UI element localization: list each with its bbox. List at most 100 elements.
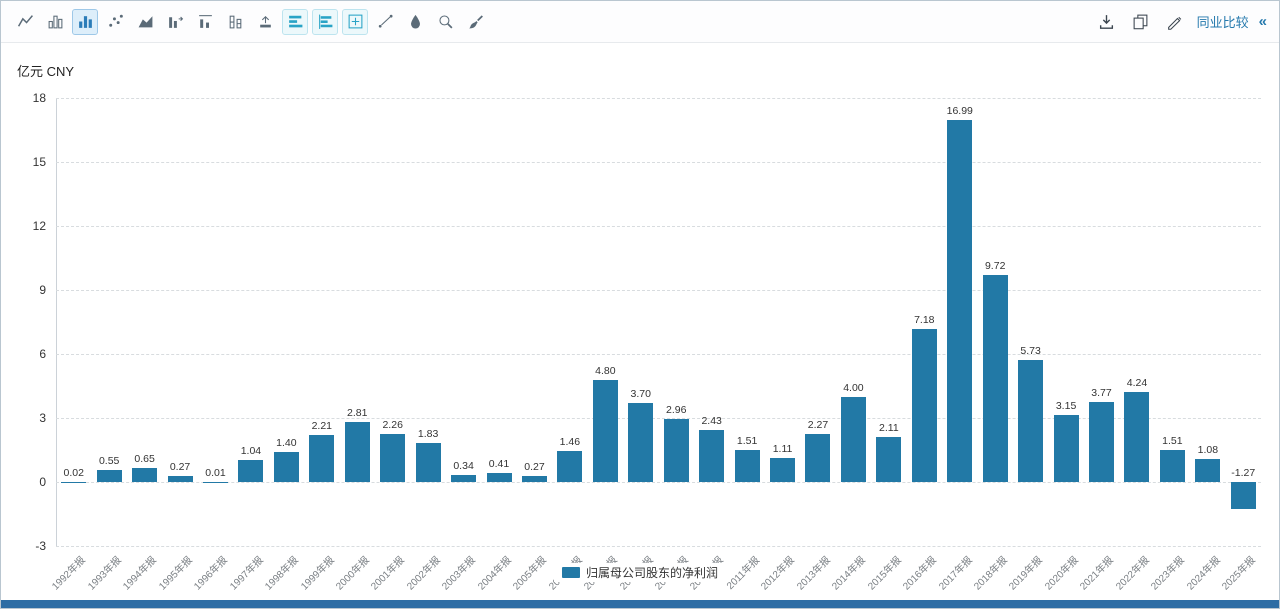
fill-color-icon[interactable] (403, 10, 427, 34)
bar-value-label: 0.65 (134, 453, 155, 466)
bar-2019年报[interactable] (1018, 359, 1044, 482)
y-axis-unit-label: 亿元 CNY (17, 64, 75, 79)
bar-2005年报[interactable] (521, 476, 547, 482)
bar-value-label: 3.15 (1055, 399, 1077, 412)
copy-icon[interactable] (1129, 10, 1153, 34)
bar-value-label: 1.04 (240, 444, 262, 457)
bar-1992年报[interactable] (61, 481, 87, 483)
y-axis-line (56, 98, 57, 546)
bar-2001年报[interactable] (380, 433, 406, 482)
x-axis-label: 1999年报 (298, 554, 337, 593)
gridline-y-15 (56, 162, 1261, 163)
bar-2010年报[interactable] (699, 430, 725, 482)
bar-2009年报[interactable] (663, 418, 689, 482)
bar-1999年报[interactable] (309, 434, 335, 482)
x-axis-label: 2015年报 (865, 554, 904, 593)
bar-2011年报[interactable] (734, 449, 760, 482)
bar-2014年报[interactable] (840, 396, 866, 482)
hbar-axis-icon[interactable] (312, 8, 338, 35)
bar-2023年报[interactable] (1159, 449, 1185, 482)
bar-2007年报[interactable] (592, 379, 618, 482)
bottom-scrollbar[interactable] (1, 600, 1279, 608)
bar-2020年报[interactable] (1053, 414, 1079, 482)
plot-area: -3 0 3 6 9 12 15 18 0.02 1992年报 0.55 1993年报 0.65 1994… (33, 91, 1261, 592)
bar-2000年报[interactable] (344, 422, 370, 482)
bar-value-label: 4.00 (843, 381, 864, 394)
bar-1994年报[interactable] (132, 468, 158, 482)
column-chart-filled-icon[interactable] (72, 8, 98, 35)
x-axis-label: 2012年报 (759, 554, 798, 593)
line-chart-icon[interactable] (13, 10, 37, 34)
legend-label: 归属母公司股东的净利润 (585, 566, 719, 580)
gridline-y-3 (56, 418, 1261, 419)
x-axis-label: 2001年报 (369, 554, 408, 593)
bar-value-label: 2.11 (879, 421, 899, 434)
brush-icon[interactable] (463, 10, 487, 34)
bar-2008年报[interactable] (628, 403, 654, 482)
bar-1995年报[interactable] (167, 476, 193, 482)
x-axis-label: 2017年报 (936, 554, 975, 593)
bar-2015年报[interactable] (876, 436, 902, 482)
x-axis-label: 1995年报 (157, 554, 195, 593)
bar-value-label: 3.70 (630, 388, 651, 401)
x-axis-label: 2021年报 (1078, 554, 1117, 593)
gridline-y-9 (56, 290, 1261, 291)
column-chart-icon[interactable] (43, 10, 67, 34)
bar-2013年报[interactable] (805, 433, 831, 482)
bar-2004年报[interactable] (486, 473, 512, 482)
toolbar-actions: 同业比较 « (1095, 10, 1267, 34)
bar-2016年报[interactable] (911, 328, 937, 482)
bar-value-label: 0.27 (169, 461, 191, 474)
hbar-icon[interactable] (282, 8, 308, 35)
bar-value-label: 0.27 (524, 461, 545, 474)
bar-1993年报[interactable] (96, 470, 122, 482)
download-icon[interactable] (1095, 10, 1119, 34)
bar-1998年报[interactable] (273, 452, 299, 482)
x-axis-label: 2025年报 (1220, 554, 1258, 593)
bar-2025年报[interactable] (1230, 482, 1256, 510)
bar-2002年报[interactable] (415, 442, 441, 482)
bar-value-label: 0.01 (205, 466, 226, 479)
bar-2022年报[interactable] (1124, 391, 1150, 482)
bar-value-label: 2.96 (666, 403, 687, 416)
zoom-area-icon[interactable] (433, 10, 457, 34)
x-axis-label: 2018年报 (972, 554, 1010, 593)
legend[interactable]: 归属母公司股东的净利润 (553, 563, 727, 582)
bar-value-label: 7.18 (914, 313, 935, 326)
y-tick-label: 3 (39, 411, 46, 425)
gridline-y-6 (56, 354, 1261, 355)
trend-line-icon[interactable] (373, 10, 397, 34)
bar-value-label: 1.51 (736, 434, 758, 447)
x-axis-label: 2020年报 (1043, 554, 1081, 593)
collapse-panel-icon[interactable]: « (1258, 13, 1267, 30)
grid-plus-icon[interactable] (342, 8, 368, 35)
bar-1996年报[interactable] (202, 481, 228, 483)
bar-value-label: 2.81 (347, 407, 368, 420)
bar-arrow-up-icon[interactable] (253, 10, 277, 34)
bar-2006年报[interactable] (557, 450, 583, 482)
industry-compare-link[interactable]: 同业比较 (1196, 15, 1249, 30)
stacked-column-icon[interactable] (223, 10, 247, 34)
bar-topline-icon[interactable] (193, 10, 217, 34)
bar-2012年报[interactable] (770, 458, 796, 482)
y-tick-label: 0 (39, 475, 46, 489)
scatter-chart-icon[interactable] (103, 10, 127, 34)
bar-2003年报[interactable] (451, 474, 477, 482)
bar-chart: 亿元 CNY -3 0 3 6 9 12 15 18 0.02 1992年报 0.55 1993年报 0… (1, 43, 1279, 600)
bar-value-label: 0.55 (98, 455, 120, 468)
y-tick-label: -3 (35, 539, 46, 553)
bar-2024年报[interactable] (1195, 458, 1221, 482)
bar-1997年报[interactable] (238, 459, 264, 482)
edit-chart-icon[interactable] (1163, 10, 1187, 34)
bar-2018年报[interactable] (982, 274, 1008, 482)
bar-value-label: 0.34 (453, 459, 474, 472)
bar-marker-right-icon[interactable] (163, 10, 187, 34)
bar-2021年报[interactable] (1089, 401, 1114, 482)
bar-2017年报[interactable] (947, 119, 973, 482)
y-tick-label: 12 (32, 219, 46, 233)
bar-value-label: -1.27 (1231, 467, 1256, 479)
area-chart-icon[interactable] (133, 10, 157, 34)
bar-value-label: 4.80 (595, 364, 616, 377)
bar-value-label: 5.73 (1020, 344, 1041, 357)
